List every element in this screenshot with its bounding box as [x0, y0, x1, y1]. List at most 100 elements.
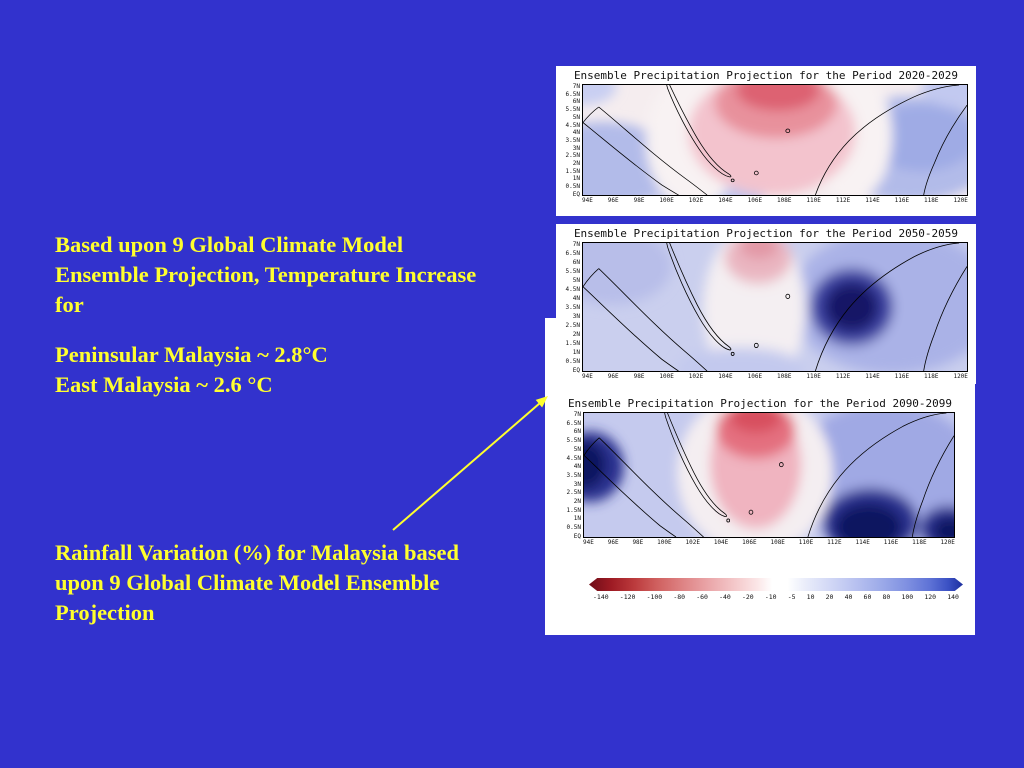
- tick-label: 5N: [573, 445, 581, 453]
- tick-label: 0.5N: [565, 358, 580, 365]
- tick-label: 96E: [607, 197, 619, 204]
- tick-label: 140: [947, 593, 959, 601]
- tick-label: -140: [593, 593, 609, 601]
- tick-label: 120: [924, 593, 937, 601]
- tick-label: 4.5N: [565, 121, 580, 129]
- text-line: upon 9 Global Climate Model Ensemble: [55, 570, 440, 595]
- tick-label: 5.5N: [565, 268, 580, 275]
- tick-label: 106E: [747, 197, 763, 204]
- tick-label: 0.5N: [565, 183, 580, 191]
- plot-area: 7N 6.5N 6N 5.5N 5N 4.5N 4N 3.5N 3N 2.5N 2N 1.5N 1N 0.…: [556, 84, 976, 204]
- tick-label: 114E: [865, 197, 880, 204]
- tick-label: -5: [787, 593, 796, 601]
- tick-label: 100E: [659, 373, 674, 380]
- tick-label: EQ: [573, 532, 581, 540]
- tick-label: 60: [863, 593, 872, 601]
- tick-label: 104E: [718, 197, 733, 204]
- latitude-axis: 7N 6.5N 6N 5.5N 5N 4.5N 4N 3.5N 3N 2.5N 2N 1.5N 1N 0.…: [559, 412, 583, 540]
- tick-label: 96E: [607, 539, 619, 546]
- temperature-text: Based upon 9 Global Climate Model Ensemb…: [55, 230, 530, 320]
- tick-label: 5.5N: [565, 106, 580, 114]
- tick-label: 4.5N: [566, 454, 581, 462]
- tick-label: 2.5N: [565, 322, 580, 329]
- text-line: East Malaysia ~ 2.6 °C: [55, 372, 273, 397]
- figure-title: Ensemble Precipitation Projection for th…: [573, 69, 959, 82]
- tick-label: 2N: [572, 331, 580, 338]
- tick-label: 1.5N: [565, 167, 580, 175]
- tick-label: 40: [844, 593, 853, 601]
- tick-label: 1.5N: [565, 340, 580, 347]
- tick-label: 102E: [688, 197, 704, 204]
- tick-label: 108E: [770, 539, 785, 546]
- tick-label: 112E: [835, 373, 851, 380]
- tick-label: 116E: [883, 539, 899, 546]
- figure-title: Ensemble Precipitation Projection for th…: [567, 397, 953, 410]
- tick-label: 6.5N: [566, 419, 581, 427]
- text-line: for: [55, 292, 84, 317]
- map-column: 94E 96E 98E 100E 102E 104E 106E 108E 110E 112E 114…: [582, 242, 968, 380]
- tick-label: 104E: [718, 373, 733, 380]
- tick-label: -40: [719, 593, 731, 601]
- tick-label: 3N: [572, 313, 580, 320]
- tick-label: -100: [646, 593, 663, 601]
- figure-title: Ensemble Precipitation Projection for th…: [573, 227, 959, 240]
- colorbar: -140 -120 -100 -80 -60 -40 -20 -10 -5 10 20 40 60 80 1…: [589, 578, 963, 601]
- precip-shading: [583, 243, 967, 371]
- tick-label: 106E: [747, 373, 763, 380]
- tick-label: 112E: [835, 197, 851, 204]
- rainfall-text: Rainfall Variation (%) for Malaysia base…: [55, 538, 500, 628]
- text-line: Rainfall Variation (%) for Malaysia base…: [55, 540, 459, 565]
- tick-label: 4N: [572, 129, 580, 137]
- tick-label: 20: [825, 593, 834, 601]
- tick-label: 1N: [573, 515, 581, 523]
- tick-label: 104E: [713, 539, 729, 546]
- tick-label: 94E: [582, 373, 593, 380]
- tick-label: 10: [806, 593, 815, 601]
- tick-label: 6N: [572, 259, 580, 266]
- longitude-axis: 94E 96E 98E 100E 102E 104E 106E 108E 110E 112E 114…: [582, 198, 968, 204]
- precipitation-map-2090-2099: [583, 412, 955, 538]
- tick-label: 114E: [855, 539, 870, 546]
- tick-label: 1N: [572, 349, 580, 356]
- precipitation-map-2050-2059: [582, 242, 968, 372]
- tick-label: 114E: [865, 373, 880, 380]
- map-column: 94E 96E 98E 100E 102E 104E 106E 108E 110E 112E 114…: [582, 84, 968, 204]
- tick-label: 110E: [806, 197, 821, 204]
- tick-label: 3.5N: [565, 136, 580, 144]
- tick-label: 1N: [572, 175, 580, 183]
- tick-label: 118E: [924, 197, 939, 204]
- latitude-axis: 7N 6.5N 6N 5.5N 5N 4.5N 4N 3.5N 3N 2.5N 2N 1.5N 1N 0.…: [558, 84, 582, 198]
- tick-label: 98E: [633, 197, 645, 204]
- colorbar-labels: -140 -120 -100 -80 -60 -40 -20 -10 -5 10 20 40 60 80 1…: [589, 593, 963, 601]
- tick-label: 5.5N: [566, 437, 581, 445]
- tick-label: 108E: [777, 197, 792, 204]
- tick-label: 3N: [572, 144, 580, 152]
- tick-label: 96E: [607, 373, 619, 380]
- tick-label: 2N: [573, 498, 581, 506]
- tick-label: 100E: [659, 197, 674, 204]
- tick-label: 1.5N: [566, 506, 581, 514]
- tick-label: 108E: [777, 373, 792, 380]
- tick-label: -120: [619, 593, 636, 601]
- tick-label: 4N: [573, 463, 581, 471]
- tick-label: 110E: [798, 539, 814, 546]
- tick-label: 80: [882, 593, 891, 601]
- plot-area: 7N 6.5N 6N 5.5N 5N 4.5N 4N 3.5N 3N 2.5N 2N 1.5N 1N 0.…: [556, 242, 976, 380]
- tick-label: 2.5N: [566, 489, 581, 497]
- tick-label: 120E: [953, 197, 968, 204]
- tick-label: 100: [901, 593, 914, 601]
- tick-label: 6.5N: [565, 250, 580, 257]
- tick-label: EQ: [572, 190, 580, 198]
- tick-label: 110E: [806, 373, 821, 380]
- tick-label: 3.5N: [565, 304, 580, 311]
- tick-label: 5N: [572, 277, 580, 284]
- tick-label: 112E: [827, 539, 842, 546]
- coastlines: [583, 85, 967, 195]
- plot-area: 7N 6.5N 6N 5.5N 5N 4.5N 4N 3.5N 3N 2.5N 2N 1.5N 1N 0.…: [557, 412, 963, 546]
- tick-label: -80: [673, 593, 686, 601]
- map-figure-2050-2059: Ensemble Precipitation Projection for th…: [556, 224, 976, 384]
- tick-label: 120E: [940, 539, 955, 546]
- tick-label: 98E: [633, 373, 645, 380]
- tick-label: 118E: [924, 373, 939, 380]
- coastlines: [583, 243, 967, 371]
